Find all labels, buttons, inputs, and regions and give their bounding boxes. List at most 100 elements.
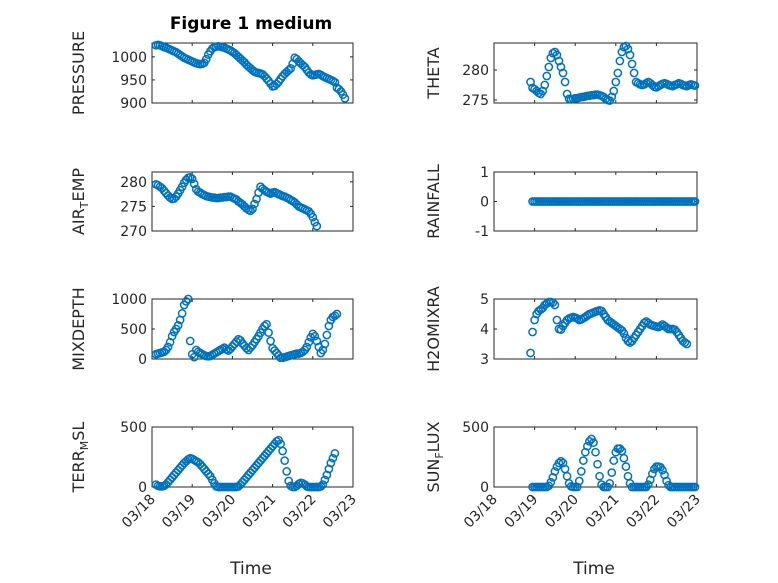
data-point (304, 206, 314, 216)
data-point (619, 329, 629, 338)
data-point (203, 469, 213, 479)
data-point (330, 77, 340, 87)
data-point (615, 444, 625, 453)
data-point (562, 89, 572, 99)
subplot-pressure: 900 950 1000 PRESSURE (69, 31, 354, 115)
x-axis-label-left: Time (229, 559, 272, 579)
data-point (558, 68, 568, 78)
data-point (312, 221, 322, 231)
y-tick-label: 3 (480, 352, 489, 368)
data-point (332, 309, 342, 319)
x-tick-label: 03/22 (623, 492, 663, 532)
x-tick-label: 03/20 (542, 492, 582, 532)
data-point (548, 298, 558, 307)
data-point (625, 50, 635, 60)
data-point (546, 477, 556, 487)
x-tick-label: 03/23 (664, 492, 704, 532)
data-point (544, 62, 554, 72)
data-point (550, 467, 560, 476)
y-tick-label: 0 (138, 480, 147, 496)
y-axis-label: RAINFALL (424, 164, 443, 239)
data-point (585, 437, 594, 446)
data-point (526, 348, 535, 358)
data-point (189, 179, 199, 189)
y-tick-label: 275 (462, 93, 489, 109)
data-point (605, 479, 615, 488)
data-point (187, 174, 197, 184)
y-tick-label: 275 (120, 199, 147, 215)
y-axis-label: TERRMSL (69, 422, 91, 494)
y-tick-label: 0 (480, 480, 489, 496)
y-tick-label: -1 (475, 224, 489, 240)
data-point (542, 299, 552, 308)
y-tick-label: 500 (120, 322, 147, 338)
data-point (576, 467, 586, 476)
data-point (320, 475, 330, 485)
data-point (334, 84, 344, 94)
y-tick-label: 500 (462, 420, 489, 436)
subplot-terrsl: 0 500 03/18 03/19 03/20 03/21 03/22 03/23 TERRMS… (69, 420, 360, 531)
data-point (540, 80, 550, 90)
data-point (308, 329, 318, 339)
data-point (163, 342, 173, 352)
y-tick-label: 950 (120, 73, 147, 89)
data-point (627, 59, 637, 69)
data-point (690, 197, 700, 206)
data-point (260, 321, 269, 331)
data-point (183, 294, 193, 304)
y-tick-label: 500 (120, 420, 147, 436)
data-point (560, 77, 570, 87)
data-point (609, 86, 619, 96)
data-point (583, 441, 592, 451)
data-point (286, 64, 296, 73)
data-point (552, 315, 562, 325)
data-point (611, 77, 621, 87)
y-tick-label: 280 (462, 63, 489, 79)
y-axis-label: SUNFLUX (424, 421, 446, 492)
data-point (310, 331, 320, 341)
data-point (656, 321, 665, 331)
data-point (165, 193, 175, 202)
data-point (316, 482, 326, 491)
data-point (528, 327, 537, 337)
data-point (248, 204, 257, 214)
y-tick-label: 1 (480, 165, 489, 181)
data-point (185, 336, 195, 346)
data-point (639, 318, 649, 328)
y-tick-label: 1000 (111, 50, 147, 66)
data-point (572, 314, 582, 323)
subplot-h2omixra: 3 4 5 H2OMIXRA (424, 286, 698, 372)
axes-frame (151, 426, 354, 488)
data-point (262, 319, 271, 329)
x-tick-label: 03/19 (159, 492, 199, 532)
data-point (613, 68, 623, 78)
data-point (556, 456, 566, 466)
data-point (181, 297, 191, 306)
data-point (621, 462, 631, 471)
subplot-theta: 275 280 THETA (424, 41, 700, 109)
data-point (690, 81, 700, 90)
data-point (619, 453, 629, 463)
y-tick-label: 1000 (111, 292, 147, 308)
x-axis-label-right: Time (572, 559, 615, 579)
data-point (593, 459, 602, 469)
y-tick-label: 270 (120, 224, 147, 240)
data-point (320, 339, 330, 349)
y-axis-label: AIRTEMP (69, 168, 91, 235)
data-point (201, 54, 211, 64)
y-tick-label: 280 (120, 175, 147, 191)
data-point (680, 338, 690, 347)
data-point (280, 456, 290, 465)
subplot-mixdepth: 0 500 1000 MIXDEPTH (69, 287, 354, 371)
x-tick-label: 03/21 (583, 492, 623, 532)
y-tick-label: 0 (480, 195, 489, 211)
data-point (591, 447, 600, 457)
data-point (340, 94, 350, 103)
subplot-sunlux: 0 500 03/18 03/19 03/20 03/21 03/22 03/23 SUNFLU… (424, 420, 704, 531)
y-tick-label: 5 (480, 292, 489, 308)
x-tick-label: 03/21 (240, 492, 280, 532)
data-point (167, 331, 177, 341)
figure-title: Figure 1 medium (170, 14, 332, 34)
